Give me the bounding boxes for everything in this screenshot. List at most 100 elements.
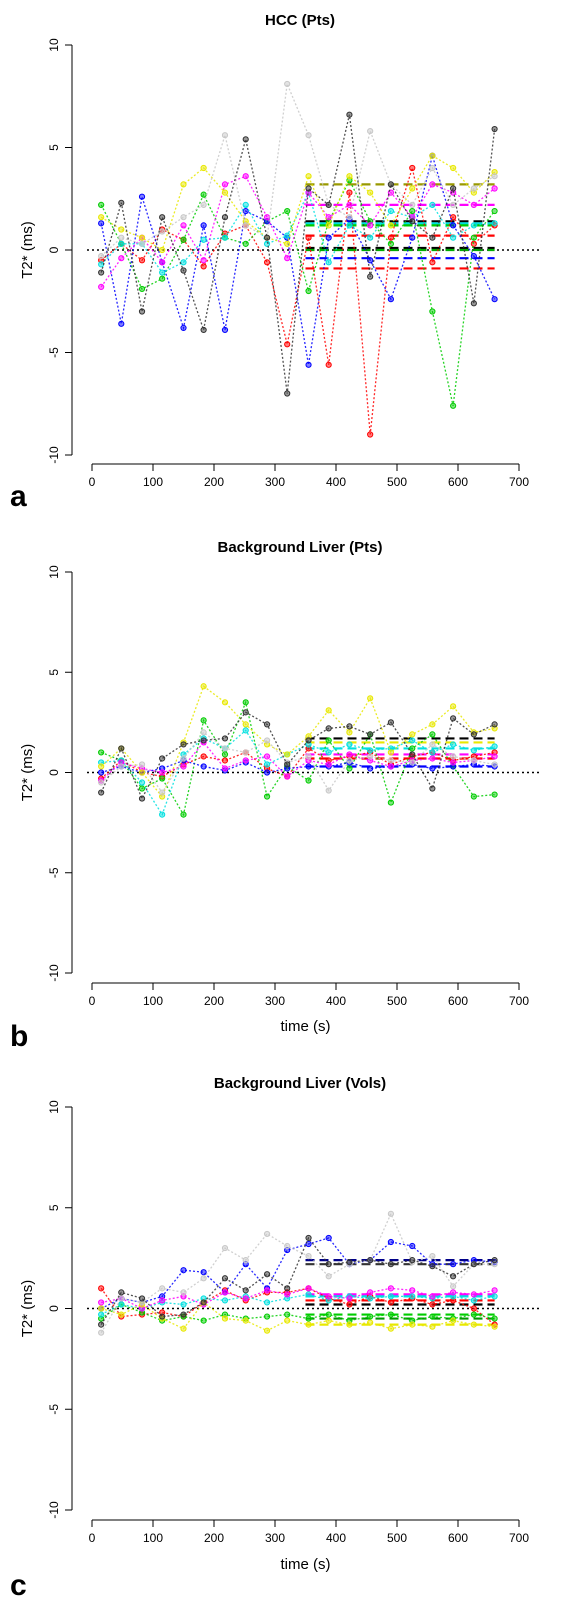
- data-point: [305, 753, 312, 760]
- data-point: [367, 1319, 374, 1326]
- data-point: [159, 775, 166, 782]
- chart-title: Background Liver (Vols): [214, 1077, 386, 1092]
- data-point: [98, 769, 105, 776]
- data-point: [429, 741, 436, 748]
- data-point: [429, 259, 436, 266]
- data-point: [367, 753, 374, 760]
- data-point: [429, 1263, 436, 1270]
- data-point: [491, 1287, 498, 1294]
- panel-b: Background Liver (Pts) -10 -5 0 5 10 T2* (ms) 0…: [0, 536, 563, 1066]
- data-point: [367, 1289, 374, 1296]
- data-point: [387, 240, 394, 247]
- data-point: [263, 1299, 271, 1306]
- data-point: [325, 787, 332, 794]
- data-point: [367, 273, 374, 280]
- data-point: [242, 749, 249, 756]
- data-point: [242, 709, 249, 716]
- data-point: [429, 164, 436, 172]
- data-point: [242, 1287, 249, 1294]
- data-point: [138, 240, 146, 247]
- data-point: [429, 152, 436, 159]
- data-point: [305, 173, 312, 180]
- data-point: [325, 737, 332, 744]
- data-point: [409, 1242, 416, 1250]
- data-point: [325, 1261, 332, 1268]
- data-point: [221, 757, 229, 764]
- data-point: [242, 699, 249, 706]
- x-tick-label: 100: [143, 475, 163, 489]
- data-point: [305, 737, 312, 744]
- data-point: [491, 721, 498, 728]
- data-point: [470, 253, 477, 260]
- data-point: [409, 1321, 416, 1328]
- data-point: [242, 1295, 249, 1302]
- data-point: [221, 1315, 229, 1322]
- data-point: [491, 791, 498, 798]
- data-point: [180, 763, 187, 770]
- data-point: [263, 1287, 271, 1294]
- x-tick-label: 100: [143, 1531, 163, 1545]
- data-point: [263, 769, 271, 776]
- y-tick-label: 5: [47, 669, 61, 676]
- data-point: [470, 757, 477, 764]
- data-point: [429, 308, 436, 315]
- data-point: [138, 308, 146, 315]
- x-tick-label: 700: [509, 1531, 529, 1545]
- data-point: [470, 240, 477, 247]
- x-tick-label: 500: [387, 994, 407, 1008]
- data-point: [387, 1311, 394, 1318]
- data-point: [387, 222, 394, 229]
- data-point: [180, 222, 187, 229]
- data-point: [470, 1311, 477, 1318]
- data-point: [325, 707, 332, 714]
- data-point: [284, 240, 291, 247]
- data-point: [221, 189, 229, 196]
- data-point: [180, 259, 187, 266]
- data-point: [325, 222, 332, 229]
- data-point: [429, 749, 436, 756]
- x-tick-label: 200: [204, 994, 224, 1008]
- data-point: [159, 1297, 166, 1304]
- data-point: [118, 1295, 125, 1302]
- data-point: [367, 747, 374, 754]
- data-point: [305, 1240, 312, 1248]
- data-point: [346, 189, 353, 196]
- data-point: [470, 1305, 477, 1312]
- x-tick-label: 600: [448, 475, 468, 489]
- data-point: [429, 1301, 436, 1308]
- data-point: [138, 1295, 146, 1302]
- data-point: [367, 431, 374, 438]
- data-point: [409, 218, 416, 225]
- y-tick-label: -5: [47, 347, 61, 358]
- series-line: [100, 153, 496, 365]
- data-point: [263, 761, 271, 768]
- data-point: [409, 737, 416, 744]
- x-tick-label: 500: [387, 475, 407, 489]
- data-point: [98, 253, 105, 260]
- data-point: [305, 132, 312, 139]
- data-point: [450, 164, 457, 172]
- data-point: [138, 785, 146, 792]
- series-line: [100, 1237, 495, 1310]
- data-point: [367, 1295, 374, 1302]
- series-line: [100, 700, 495, 817]
- data-point: [491, 220, 498, 227]
- data-point: [470, 234, 477, 241]
- data-point: [180, 811, 187, 818]
- data-point: [429, 201, 436, 208]
- x-tick-label: 0: [89, 475, 96, 489]
- panel-letter-b: b: [10, 1020, 29, 1053]
- data-point: [470, 793, 477, 800]
- data-point: [221, 751, 229, 758]
- y-tick-label: 10: [47, 1100, 61, 1114]
- data-point: [98, 789, 105, 796]
- data-point: [409, 185, 416, 192]
- data-point: [263, 214, 271, 221]
- x-tick-label: 400: [326, 1531, 346, 1545]
- data-point: [98, 220, 105, 227]
- data-point: [305, 1291, 312, 1298]
- data-point: [221, 132, 229, 139]
- data-point: [138, 761, 146, 768]
- data-point: [284, 751, 291, 758]
- data-point: [325, 1273, 332, 1280]
